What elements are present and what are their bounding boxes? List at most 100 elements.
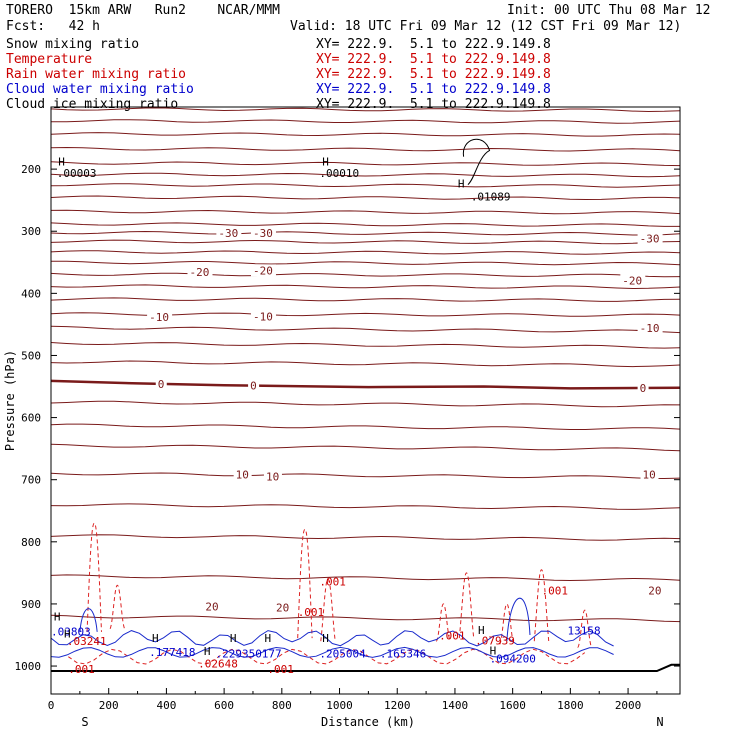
isotherm-line [50,239,681,245]
isotherm-line [50,312,681,317]
zero-isotherm-line [50,379,681,390]
temperature-label-bg [250,310,276,323]
snow-max-label: .00010 [319,167,359,180]
x-tick-label: 1800 [557,699,584,712]
isotherm-line [50,534,681,541]
isotherm-line [50,443,681,452]
isotherm-line [50,272,681,278]
isotherm-lines [50,107,681,623]
y-tick-label: 300 [21,225,41,238]
temperature-label-bg [187,266,213,279]
rain-contour [86,522,102,632]
isotherm-line [50,503,681,510]
temperature-label: 10 [236,469,249,482]
isotherm-line [50,172,681,178]
high-marker: H [478,624,485,637]
rain-label: .03241 [67,635,107,648]
snow-contours [463,138,491,186]
legend-rain-label: Rain water mixing ratio [6,67,187,82]
temperature-label-bg [147,310,173,323]
temperature-label-bg [263,470,282,483]
y-tick-label: 200 [21,163,41,176]
rain-label: .001 [542,584,569,597]
snow-contour [463,138,491,186]
terrain-line [51,663,680,673]
cloud-water-label: .205004 [319,648,366,661]
snow-max-label: .00003 [57,167,97,180]
isotherm-line [50,195,681,201]
rain-contour [320,578,336,642]
isotherm-line [50,614,681,623]
init-time: Init: 00 UTC Thu 08 Mar 12 [507,3,711,18]
zero-isotherm [50,379,681,390]
rain-label: .001 [319,576,346,589]
cloud-water-contours [50,597,614,658]
isotherm-line [50,132,681,137]
rain-contour [435,603,452,642]
cloud-water-label: 13158 [567,625,600,638]
rain-contour [297,528,313,639]
y-axis-title: Pressure (hPa) [3,350,17,451]
legend-temperature-label: Temperature [6,52,93,67]
snow-max-label: .01089 [471,190,511,203]
high-marker: H [152,632,159,645]
y-tick-label: 700 [21,474,41,487]
temperature-label: -30 [640,233,660,246]
y-tick-label: 500 [21,349,41,362]
temperature-label: 0 [158,378,165,391]
isotherm-line [50,423,681,430]
legend-cloud-ice-coords: XY= 222.9. 5.1 to 222.9.149.8 [316,97,551,112]
temperature-label: -10 [149,311,169,324]
temperature-label: -30 [253,227,273,240]
temperature-label: 0 [640,382,647,395]
temperature-label-bg [637,232,663,245]
x-tick-label: 2000 [615,699,642,712]
snow-max-marker: H [322,156,329,169]
y-tick-label: 400 [21,287,41,300]
isotherm-line [50,222,680,227]
x-tick-label: 1600 [499,699,526,712]
temperature-label-bg [250,227,276,240]
legend-snow-label: Snow mixing ratio [6,37,140,52]
temperature-label: 10 [642,469,655,482]
temperature-label: 20 [276,602,289,615]
y-tick-label: 900 [21,598,41,611]
legend-rain-coords: XY= 222.9. 5.1 to 222.9.149.8 [316,67,551,82]
legend-cloud-water-label: Cloud water mixing ratio [6,82,194,97]
isotherm-line [51,119,681,124]
plot-frame [50,106,681,695]
cloud-water-label: .03803 [51,625,91,638]
rain-contour-low [68,648,586,665]
y-tick-label: 1000 [15,660,42,673]
temperature-label: -20 [622,274,642,287]
isotherm-line [50,183,681,188]
temperature-label: 0 [250,379,257,392]
temperature-label-bg [637,381,649,394]
y-tick-label: 600 [21,412,41,425]
high-marker: H [322,632,329,645]
legend-cloud-water-coords: XY= 222.9. 5.1 to 222.9.149.8 [316,82,551,97]
valid-time: Valid: 18 UTC Fri 09 Mar 12 (12 CST Fri … [290,19,682,34]
isotherm-line [50,146,681,152]
temperature-label: 20 [648,584,661,597]
temperature-label: -20 [253,264,273,277]
temperature-label-bg [216,227,242,240]
cloud-water-tower [506,597,531,642]
rain-label: .02648 [198,658,238,671]
rain-contour [458,572,475,639]
temperature-label: 20 [205,600,218,613]
x-tick-label: 200 [99,699,119,712]
plot-border [50,106,681,695]
cloud-water-label: .094200 [490,653,536,666]
forecast-hour: Fcst: 42 h [6,19,100,34]
isotherm-line [51,260,681,266]
high-marker: H [490,645,497,658]
isotherm-line [50,325,681,334]
isotherm-line [50,342,681,349]
temperature-label: -30 [218,227,238,240]
temperature-label-bg [233,468,252,481]
rain-label: .001 [68,663,95,676]
legend-cloud-ice-label: Cloud ice mixing ratio [6,97,179,112]
